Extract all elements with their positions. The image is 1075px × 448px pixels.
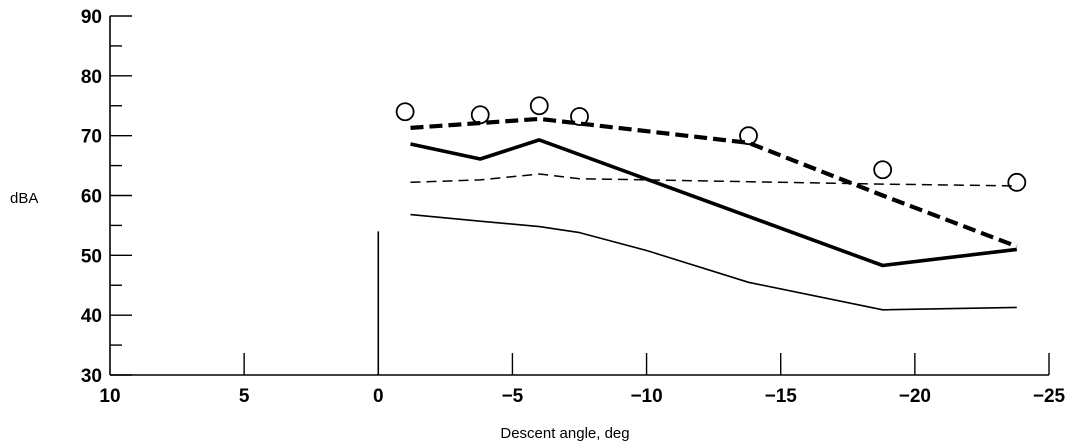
- thick-solid-series-line: [410, 138, 1018, 268]
- x-tick-label: −25: [1033, 386, 1066, 407]
- x-tick-label: −10: [630, 386, 662, 407]
- data-point-circle: [529, 96, 549, 116]
- data-point-circle: [1007, 172, 1027, 192]
- series-group: [395, 96, 1027, 311]
- y-axis-label: dBA: [10, 190, 38, 207]
- x-ticks: 10 5 0 −5 −10 −15 −20 −25: [99, 353, 1066, 407]
- axes: [109, 16, 1049, 376]
- x-axis-label: Descent angle, deg: [500, 425, 629, 442]
- x-tick-label: −20: [899, 386, 931, 407]
- x-tick-label: 5: [239, 386, 250, 407]
- x-tick-label: 0: [373, 386, 384, 407]
- data-point-circle: [395, 102, 415, 122]
- data-point-circle: [873, 160, 893, 180]
- y-ticks: 30 40 50 60 70 80 90: [81, 7, 132, 387]
- y-tick-label: 80: [81, 67, 102, 88]
- y-tick-label: 40: [81, 306, 102, 327]
- thick-dashed-series-line: [410, 116, 1018, 249]
- thin-solid-series-line: [410, 213, 1017, 311]
- data-point-circle: [739, 126, 758, 146]
- data-point-circle: [570, 107, 589, 126]
- x-tick-label: 10: [99, 386, 120, 407]
- y-tick-label: 70: [81, 127, 102, 148]
- y-tick-label: 60: [81, 187, 102, 208]
- y-tick-label: 30: [81, 366, 102, 387]
- x-tick-label: −15: [765, 386, 798, 407]
- y-tick-label: 90: [81, 7, 102, 28]
- x-tick-label: −5: [502, 386, 524, 407]
- thin-dashed-series-line: [410, 173, 1017, 187]
- y-tick-label: 50: [81, 246, 102, 267]
